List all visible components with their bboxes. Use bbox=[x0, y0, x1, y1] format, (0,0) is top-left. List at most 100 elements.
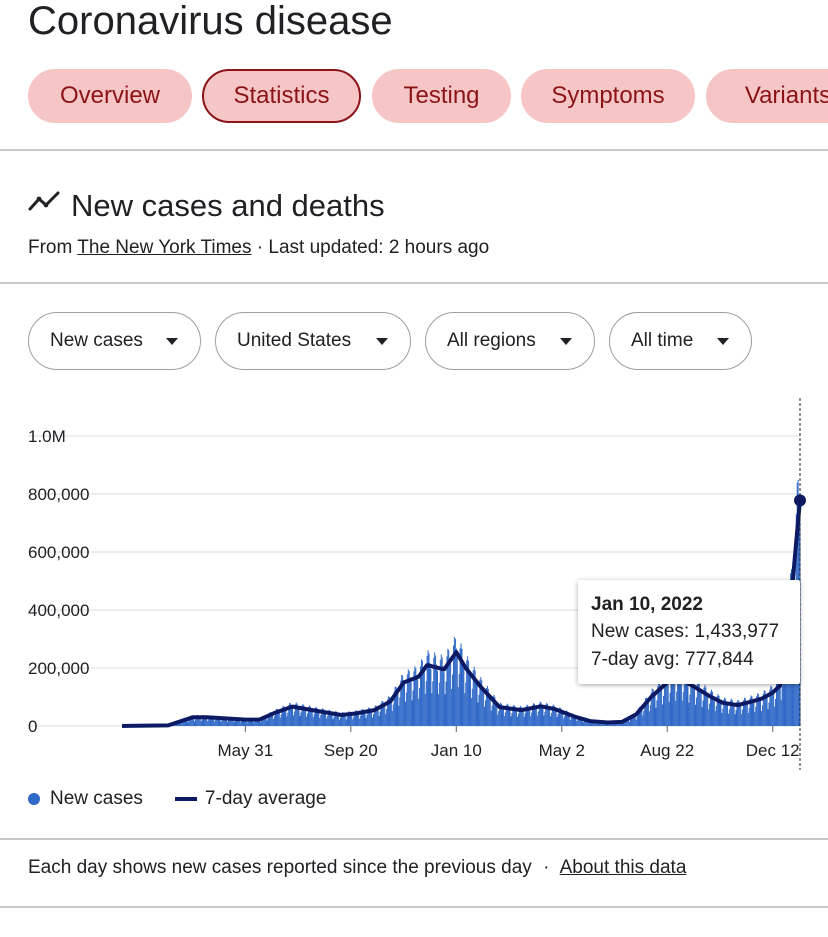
new-cases-bar bbox=[274, 716, 276, 726]
new-cases-bar bbox=[761, 705, 763, 726]
source-link[interactable]: The New York Times bbox=[77, 237, 252, 258]
new-cases-bar bbox=[223, 716, 225, 726]
new-cases-bar bbox=[308, 705, 310, 726]
new-cases-bar bbox=[193, 717, 195, 726]
tab-symptoms[interactable]: Symptoms bbox=[521, 69, 695, 123]
new-cases-bar bbox=[474, 670, 476, 726]
new-cases-bar bbox=[267, 718, 269, 726]
y-tick-label: 1.0M bbox=[28, 427, 66, 446]
new-cases-bar bbox=[693, 684, 695, 726]
tooltip-date: Jan 10, 2022 bbox=[591, 594, 703, 615]
new-cases-bar bbox=[285, 709, 287, 726]
new-cases-bar bbox=[770, 685, 772, 726]
tab-variants[interactable]: Variants bbox=[706, 69, 828, 123]
new-cases-bar bbox=[453, 636, 455, 726]
location-dropdown[interactable]: United States bbox=[215, 312, 411, 370]
new-cases-bar bbox=[694, 688, 696, 726]
new-cases-bar bbox=[256, 718, 258, 726]
new-cases-bar bbox=[505, 705, 507, 726]
new-cases-bar bbox=[507, 704, 509, 726]
new-cases-bar bbox=[667, 684, 669, 726]
x-tick-label: Sep 20 bbox=[324, 741, 378, 760]
tab-overview[interactable]: Overview bbox=[28, 69, 192, 123]
new-cases-bar bbox=[679, 676, 681, 726]
new-cases-bar bbox=[783, 643, 785, 726]
new-cases-bar bbox=[737, 699, 739, 726]
new-cases-bar bbox=[616, 723, 618, 726]
new-cases-bar bbox=[241, 721, 243, 726]
metric-dropdown[interactable]: New cases bbox=[28, 312, 201, 370]
new-cases-bar bbox=[537, 711, 539, 726]
new-cases-bar bbox=[184, 718, 186, 726]
new-cases-bar bbox=[574, 716, 576, 726]
new-cases-bar bbox=[744, 698, 746, 726]
new-cases-bar bbox=[753, 702, 755, 726]
new-cases-bar bbox=[497, 714, 499, 726]
new-cases-bar bbox=[191, 715, 193, 726]
time-range-dropdown[interactable]: All time bbox=[609, 312, 752, 370]
tooltip-new-cases-label: New cases: bbox=[591, 621, 690, 642]
new-cases-bar bbox=[467, 656, 469, 726]
new-cases-bar bbox=[757, 693, 759, 726]
legend-cases-label: New cases bbox=[50, 788, 143, 809]
new-cases-bar bbox=[517, 716, 519, 726]
new-cases-bar bbox=[492, 696, 494, 726]
new-cases-bar bbox=[362, 709, 364, 726]
new-cases-bar bbox=[631, 714, 633, 726]
new-cases-bar bbox=[437, 694, 439, 726]
new-cases-bar bbox=[226, 718, 228, 726]
new-cases-bar bbox=[672, 672, 674, 726]
new-cases-bar bbox=[411, 700, 413, 726]
new-cases-bar bbox=[247, 721, 249, 726]
new-cases-bar bbox=[518, 707, 520, 726]
new-cases-bar bbox=[337, 713, 339, 726]
new-cases-bar bbox=[278, 712, 280, 726]
new-cases-bar bbox=[220, 721, 222, 726]
new-cases-bar bbox=[561, 711, 563, 726]
x-tick-label: May 31 bbox=[217, 741, 273, 760]
new-cases-bar bbox=[780, 700, 782, 726]
new-cases-bar bbox=[685, 673, 687, 726]
new-cases-bar bbox=[190, 715, 192, 726]
new-cases-bar bbox=[210, 715, 212, 726]
region-dropdown[interactable]: All regions bbox=[425, 312, 595, 370]
new-cases-bar bbox=[764, 691, 766, 726]
new-cases-bar bbox=[711, 689, 713, 726]
new-cases-bar bbox=[271, 713, 273, 726]
new-cases-bar bbox=[658, 681, 660, 726]
new-cases-bar bbox=[457, 687, 459, 726]
new-cases-bar bbox=[501, 706, 503, 726]
cases-chart[interactable]: May 31 Sep 20 Jan 10 May 2 Aug 22 Dec 12 0 200… bbox=[0, 390, 828, 780]
new-cases-bar bbox=[736, 701, 738, 726]
new-cases-bar bbox=[626, 718, 628, 726]
new-cases-bar bbox=[317, 710, 319, 726]
new-cases-bar bbox=[233, 722, 235, 726]
new-cases-bar bbox=[377, 708, 379, 726]
new-cases-bar bbox=[182, 719, 184, 726]
new-cases-bar bbox=[776, 678, 778, 726]
tab-testing[interactable]: Testing bbox=[372, 69, 511, 123]
new-cases-bar bbox=[514, 705, 516, 726]
new-cases-bar bbox=[242, 718, 244, 726]
new-cases-bar bbox=[696, 682, 698, 726]
new-cases-bar bbox=[236, 717, 238, 726]
new-cases-bar bbox=[469, 670, 471, 726]
new-cases-bar bbox=[646, 700, 648, 726]
new-cases-bar bbox=[661, 689, 663, 726]
new-cases-bar bbox=[441, 657, 443, 726]
tab-statistics[interactable]: Statistics bbox=[202, 69, 361, 123]
new-cases-bar bbox=[443, 672, 445, 726]
new-cases-bar bbox=[232, 719, 234, 726]
new-cases-bar bbox=[727, 713, 729, 726]
new-cases-bar bbox=[730, 698, 732, 726]
new-cases-bar bbox=[240, 722, 242, 726]
chart-tooltip: Jan 10, 2022 New cases: 1,433,977 7-day … bbox=[578, 580, 800, 684]
new-cases-bar bbox=[397, 692, 399, 726]
section-title: New cases and deaths bbox=[71, 188, 385, 223]
page-title: Coronavirus disease bbox=[28, 0, 393, 43]
new-cases-bar bbox=[421, 660, 423, 726]
new-cases-bar bbox=[449, 658, 451, 726]
new-cases-bar bbox=[632, 713, 634, 726]
new-cases-bar bbox=[567, 713, 569, 726]
about-data-link[interactable]: About this data bbox=[559, 857, 687, 878]
